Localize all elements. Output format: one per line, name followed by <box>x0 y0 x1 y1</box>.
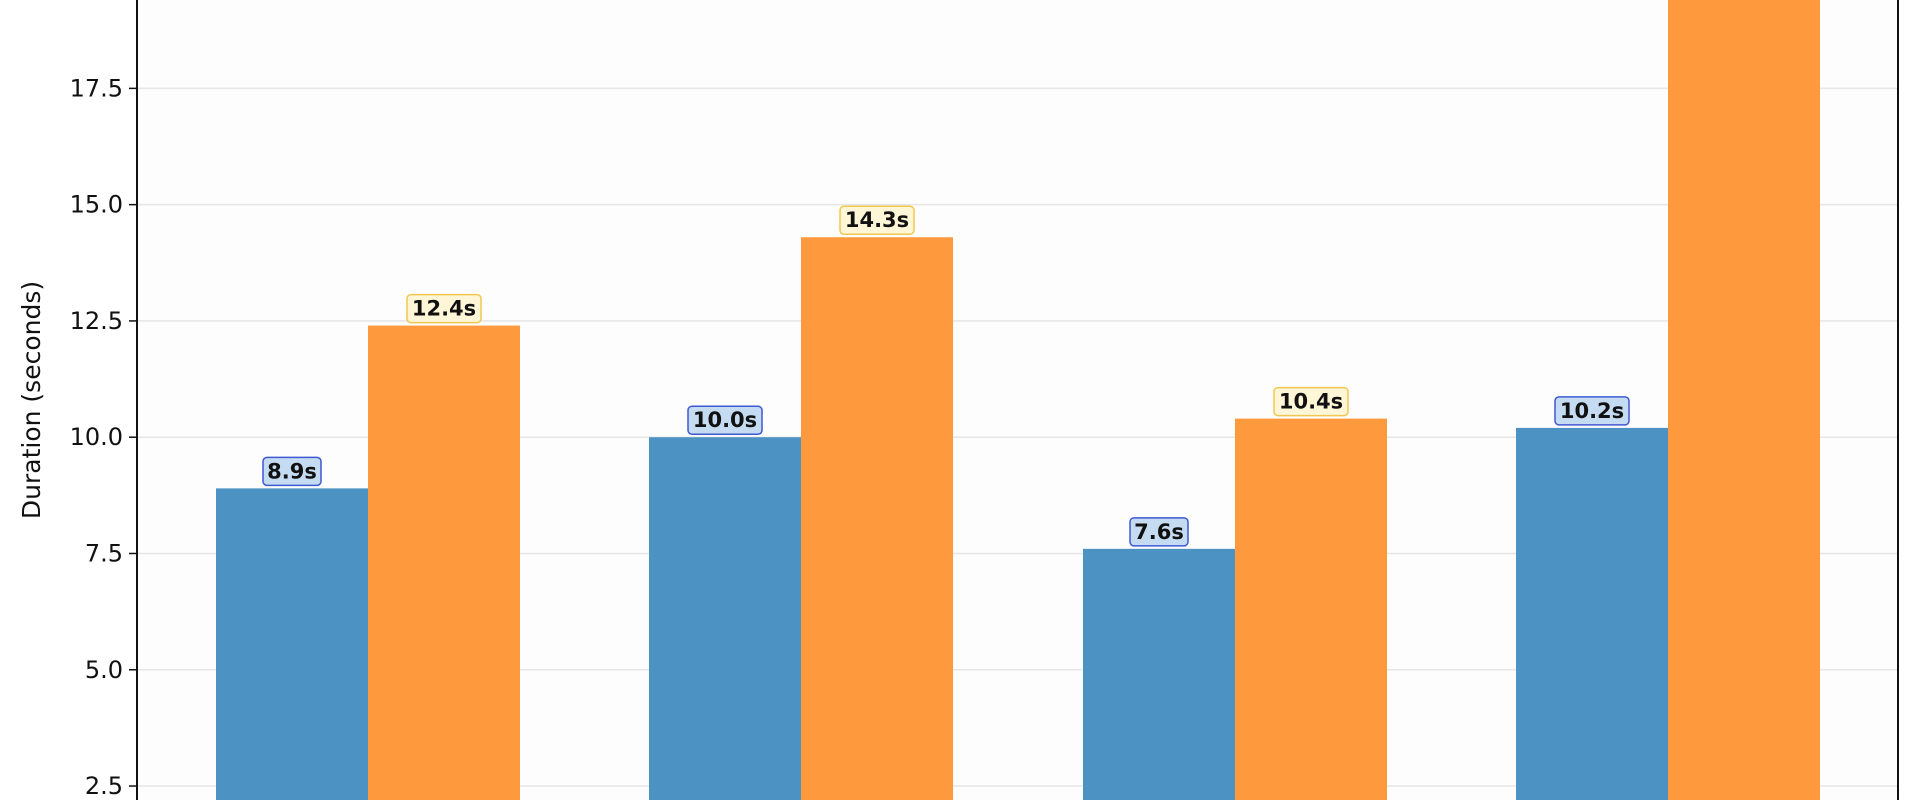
value-label: 10.4s <box>1279 390 1343 414</box>
value-label: 8.9s <box>267 459 317 483</box>
y-axis-title: Duration (seconds) <box>17 281 46 519</box>
y-tick-label: 12.5 <box>70 307 123 335</box>
bar <box>368 325 520 800</box>
value-labels: 8.9s 10.0s 7.6s 10.2s 12.4s 14.3s 10.4s <box>262 205 1630 547</box>
value-label: 10.0s <box>693 408 757 432</box>
value-label-box <box>1554 396 1630 426</box>
y-tick-label: 17.5 <box>70 74 123 102</box>
y-tick-label: 15.0 <box>70 191 123 219</box>
value-label: 12.4s <box>412 297 476 321</box>
bars <box>216 0 1820 800</box>
bar <box>216 488 368 800</box>
value-label-box <box>1273 386 1349 417</box>
y-tick-label: 10.0 <box>70 423 123 451</box>
value-label: 7.6s <box>1134 520 1184 544</box>
value-label: 14.3s <box>845 208 909 232</box>
value-label: 10.2s <box>1560 399 1624 423</box>
bar <box>801 237 953 800</box>
y-tick-label: 2.5 <box>85 772 123 800</box>
value-label-box <box>687 405 763 435</box>
bar <box>1083 548 1235 800</box>
y-tick-label: 7.5 <box>85 539 123 567</box>
value-label-box <box>406 293 482 324</box>
value-label-box <box>262 456 322 487</box>
value-label-box <box>1129 517 1189 547</box>
bar <box>1668 0 1820 800</box>
axes: 2.5 5.0 7.5 10.0 12.5 15.0 17.5 <box>70 0 1899 800</box>
bar <box>649 437 801 800</box>
y-tick-label: 5.0 <box>85 656 123 684</box>
bar <box>1516 427 1668 800</box>
bar <box>1235 418 1387 800</box>
value-label-box <box>839 205 915 235</box>
